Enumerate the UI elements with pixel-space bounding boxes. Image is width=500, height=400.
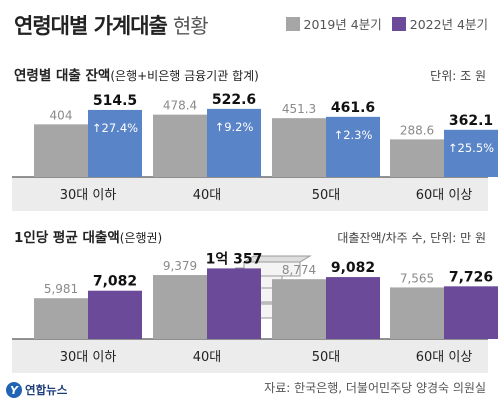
category-label-1: 40대 bbox=[193, 188, 222, 203]
change-label-1: ↑9.2% bbox=[215, 120, 254, 134]
bar-2022-2 bbox=[326, 277, 380, 339]
bar-2022-0 bbox=[88, 109, 142, 177]
value-label-2022-0: 7,082 bbox=[93, 274, 137, 290]
logo-text: 연합뉴스 bbox=[25, 383, 68, 397]
change-label-0: ↑27.4% bbox=[92, 121, 138, 135]
category-band bbox=[12, 177, 488, 211]
panel1-unit: 단위: 조 원 bbox=[430, 69, 486, 83]
bar-2022-1 bbox=[207, 108, 261, 177]
panel2-unit: 대출잔액/차주 수, 단위: 만 원 bbox=[337, 231, 486, 245]
category-label-3: 60대 이상 bbox=[416, 350, 473, 365]
bar-2019-2 bbox=[272, 118, 326, 177]
category-label-2: 50대 bbox=[312, 350, 341, 365]
bar-2019-1 bbox=[153, 275, 207, 339]
avg-loan-chart: 5,981 7,082 30대 이하 9,379 1억 357 40대 8,774 9,082… bbox=[12, 251, 498, 373]
bar-2019-0 bbox=[34, 298, 88, 339]
source-note: 자료: 한국은행, 더불어민주당 양경숙 의원실 bbox=[264, 381, 486, 395]
category-label-1: 40대 bbox=[193, 350, 222, 365]
category-label-0: 30대 이하 bbox=[60, 188, 117, 203]
panel2-title: 1인당 평균 대출액(은행권) bbox=[14, 226, 162, 246]
bar-2022-3 bbox=[444, 129, 498, 177]
value-label-2019-0: 5,981 bbox=[44, 282, 78, 296]
bar-2022-1 bbox=[207, 268, 261, 339]
bar-2019-0 bbox=[34, 124, 88, 177]
legend-swatch-2022 bbox=[391, 16, 406, 31]
value-label-2019-3: 288.6 bbox=[400, 123, 434, 137]
page-subtitle: 현황 bbox=[172, 14, 209, 38]
legend-label-2022: 2022년 4분기 bbox=[409, 17, 488, 32]
bar-2022-2 bbox=[326, 116, 380, 177]
panel1-title-note: (은행+비은행 금융기관 합계) bbox=[110, 69, 259, 83]
change-label-2: ↑2.3% bbox=[334, 128, 373, 142]
panel1-title-main: 연령별 대출 잔액 bbox=[14, 68, 111, 84]
bar-2019-2 bbox=[272, 279, 326, 339]
legend-label-2019: 2019년 4분기 bbox=[303, 17, 382, 32]
legend-item-2019: 2019년 4분기 bbox=[285, 14, 382, 33]
value-label-2019-2: 8,774 bbox=[282, 263, 316, 277]
value-label-2019-3: 7,565 bbox=[400, 271, 434, 285]
money-bundle-top-3 bbox=[242, 255, 312, 263]
category-label-2: 50대 bbox=[312, 188, 341, 203]
value-label-2022-2: 461.6 bbox=[331, 100, 375, 116]
legend-swatch-2019 bbox=[285, 16, 300, 31]
value-label-2022-3: 7,726 bbox=[449, 269, 493, 285]
bar-2019-3 bbox=[390, 287, 444, 339]
bar-2022-0 bbox=[88, 290, 142, 339]
change-label-3: ↑25.5% bbox=[448, 141, 494, 155]
panel2-title-main: 1인당 평균 대출액 bbox=[14, 230, 120, 246]
bar-2019-1 bbox=[153, 114, 207, 177]
category-band bbox=[12, 339, 488, 373]
value-label-2022-2: 9,082 bbox=[331, 260, 375, 276]
value-label-2022-1: 1억 357 bbox=[206, 251, 263, 267]
category-label-0: 30대 이하 bbox=[60, 350, 117, 365]
value-label-2019-0: 404 bbox=[50, 108, 73, 122]
loan-balance-chart: 404 514.5 ↑27.4% 30대 이하 478.4 522.6 ↑9.2% 40대 45… bbox=[12, 92, 498, 211]
publisher-logo: Y 연합뉴스 bbox=[6, 382, 67, 398]
bar-2022-3 bbox=[444, 286, 498, 339]
yonhap-logo-icon: Y bbox=[6, 382, 22, 398]
value-label-2019-1: 478.4 bbox=[163, 99, 197, 113]
legend-item-2022: 2022년 4분기 bbox=[391, 14, 488, 33]
value-label-2022-3: 362.1 bbox=[449, 113, 493, 129]
value-label-2022-1: 522.6 bbox=[212, 92, 256, 108]
category-label-3: 60대 이상 bbox=[416, 188, 473, 203]
bar-2019-3 bbox=[390, 139, 444, 177]
panel1-title: 연령별 대출 잔액(은행+비은행 금융기관 합계) bbox=[14, 64, 259, 84]
legend: 2019년 4분기 2022년 4분기 bbox=[285, 14, 488, 33]
value-label-2019-2: 451.3 bbox=[282, 102, 316, 116]
page-title: 연령대별 가계대출 bbox=[14, 14, 168, 38]
value-label-2022-0: 514.5 bbox=[93, 93, 137, 109]
panel2-title-note: (은행권) bbox=[119, 231, 163, 245]
chart-title-block: 연령대별 가계대출 현황 bbox=[14, 10, 209, 40]
value-label-2019-1: 9,379 bbox=[163, 259, 197, 273]
